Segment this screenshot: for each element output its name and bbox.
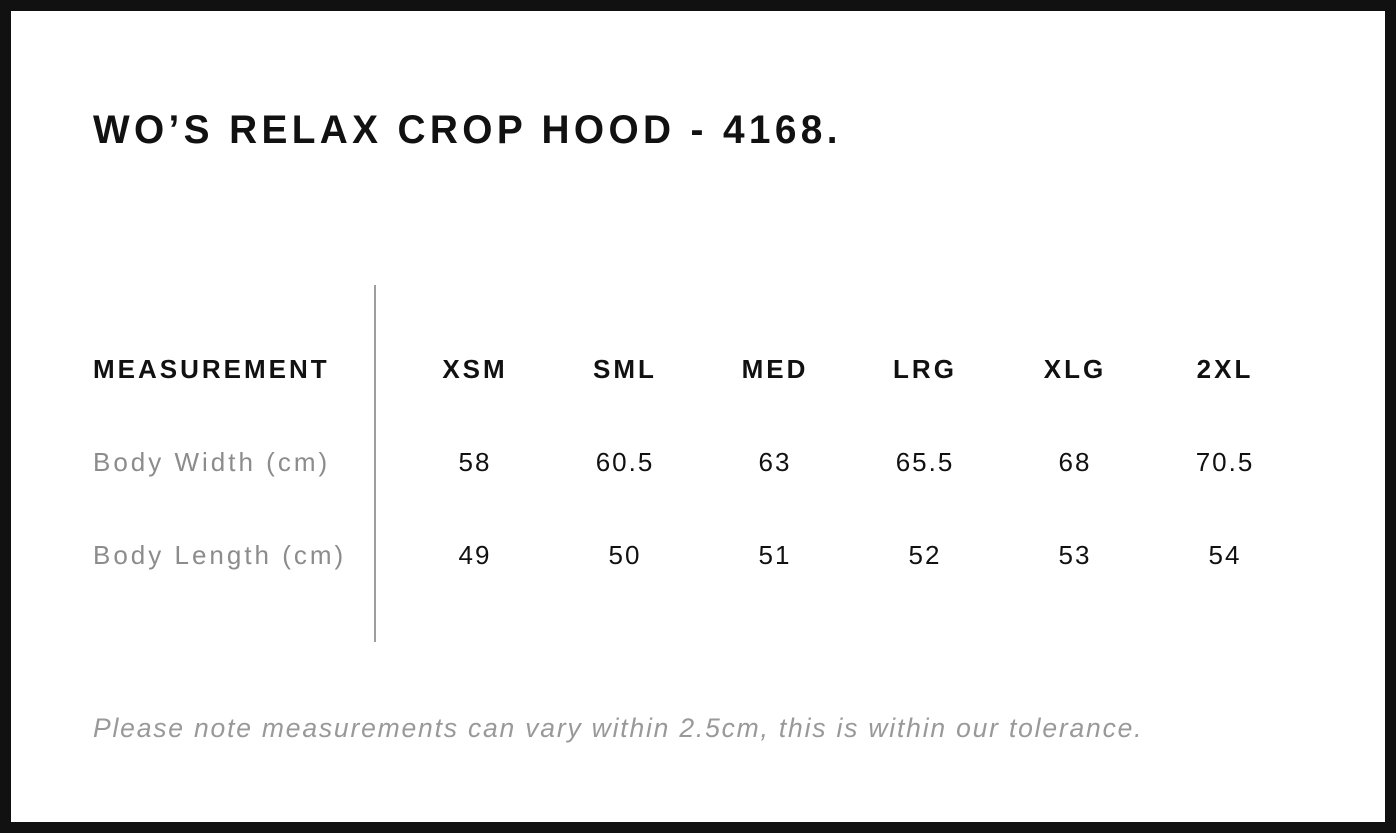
cell-body-length-sml: 50 bbox=[608, 540, 642, 570]
cell-body-length-lrg: 52 bbox=[908, 540, 942, 570]
column-header-measurement: MEASUREMENT bbox=[93, 354, 330, 384]
column-header-med: MED bbox=[741, 354, 809, 384]
cell-body-width-2xl: 70.5 bbox=[1195, 447, 1255, 477]
table-row-body-width: Body Width (cm) 58 60.5 63 65.5 68 70.5 bbox=[93, 416, 1313, 509]
row-values-body-width: 58 60.5 63 65.5 68 70.5 bbox=[400, 447, 1300, 478]
column-header-2xl: 2XL bbox=[1196, 354, 1254, 384]
page-title: WO’S RELAX CROP HOOD - 4168. bbox=[93, 108, 842, 152]
size-chart-table: MEASUREMENT XSM SML MED LRG XLG 2XL Body… bbox=[93, 323, 1313, 602]
cell-body-width-lrg: 65.5 bbox=[895, 447, 955, 477]
column-header-sml: SML bbox=[593, 354, 657, 384]
table-row-body-length: Body Length (cm) 49 50 51 52 53 54 bbox=[93, 509, 1313, 602]
row-label-body-width: Body Width (cm) bbox=[93, 447, 331, 477]
cell-body-width-med: 63 bbox=[758, 447, 792, 477]
column-header-lrg: LRG bbox=[893, 354, 957, 384]
cell-body-length-xsm: 49 bbox=[458, 540, 492, 570]
row-label-body-length: Body Length (cm) bbox=[93, 540, 347, 570]
cell-body-width-xsm: 58 bbox=[458, 447, 492, 477]
column-divider-line bbox=[374, 285, 376, 642]
cell-body-length-xlg: 53 bbox=[1058, 540, 1092, 570]
cell-body-width-xlg: 68 bbox=[1058, 447, 1092, 477]
row-values-body-length: 49 50 51 52 53 54 bbox=[400, 540, 1300, 571]
column-header-xlg: XLG bbox=[1043, 354, 1107, 384]
cell-body-length-2xl: 54 bbox=[1208, 540, 1242, 570]
cell-body-length-med: 51 bbox=[758, 540, 792, 570]
size-header-group: XSM SML MED LRG XLG 2XL bbox=[400, 354, 1300, 385]
column-header-xsm: XSM bbox=[442, 354, 508, 384]
cell-body-width-sml: 60.5 bbox=[595, 447, 655, 477]
tolerance-note: Please note measurements can vary within… bbox=[93, 713, 1144, 743]
table-header-row: MEASUREMENT XSM SML MED LRG XLG 2XL bbox=[93, 323, 1313, 416]
